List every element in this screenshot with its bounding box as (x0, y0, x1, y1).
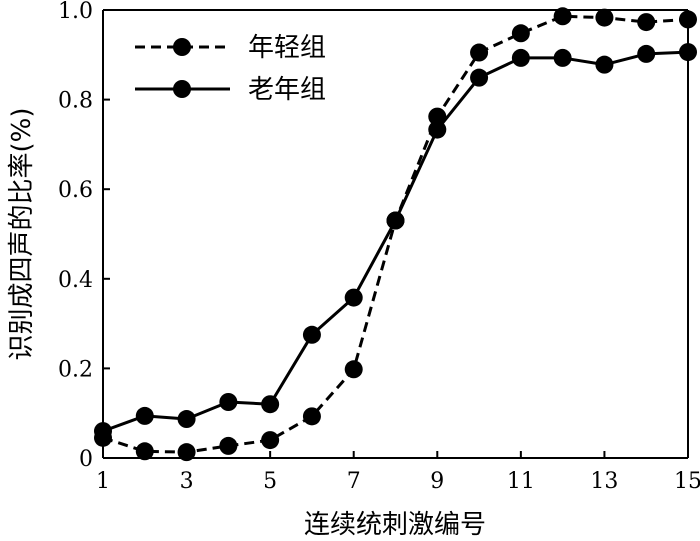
data-point-young (135, 442, 154, 461)
x-tick-label: 7 (347, 469, 361, 494)
x-tick-label: 9 (430, 469, 444, 494)
data-point-young (177, 443, 196, 462)
y-axis-title: 识别成四声的比率(%) (7, 108, 37, 361)
y-tick-label: 0.8 (58, 89, 93, 114)
legend-label-old: 老年组 (248, 75, 326, 105)
y-tick-label: 1.0 (58, 0, 93, 24)
legend-label-young: 年轻组 (248, 33, 326, 63)
x-tick-label: 13 (590, 469, 618, 494)
y-axis-ticks: 0 0.2 0.4 0.6 0.8 1.0 (58, 0, 110, 472)
series-line-old (102, 50, 689, 433)
data-point-young (595, 8, 614, 27)
x-axis-ticks: 1 3 5 7 9 11 13 15 (96, 451, 700, 494)
series-line-young (102, 14, 689, 454)
data-point-old (261, 395, 280, 414)
data-point-old (177, 410, 196, 429)
data-point-old (470, 68, 489, 87)
data-point-old (595, 55, 614, 74)
x-tick-label: 11 (507, 469, 535, 494)
x-tick-label: 15 (674, 469, 700, 494)
data-point-old (637, 44, 656, 63)
data-point-old (94, 422, 112, 441)
data-point-young (302, 407, 321, 426)
data-point-young (470, 43, 489, 62)
data-point-old (302, 325, 321, 344)
x-tick-label: 1 (96, 469, 110, 494)
plot-frame (102, 9, 689, 459)
data-point-old (386, 211, 405, 230)
data-point-old (428, 120, 447, 139)
data-point-young (553, 7, 572, 26)
data-point-old (679, 43, 697, 62)
legend-marker-old (173, 80, 191, 98)
data-point-young (261, 431, 280, 450)
legend-marker-young (173, 38, 191, 56)
y-tick-label: 0.6 (58, 178, 93, 203)
x-tick-label: 3 (180, 469, 194, 494)
y-tick-label: 0.4 (58, 268, 93, 293)
data-point-young (679, 10, 697, 29)
x-tick-label: 5 (263, 469, 277, 494)
data-point-old (553, 48, 572, 67)
data-point-young (344, 360, 363, 379)
data-point-young (637, 13, 656, 32)
y-tick-label: 0.2 (58, 357, 93, 382)
data-point-young (219, 436, 238, 455)
data-point-old (135, 406, 154, 425)
data-point-young (511, 24, 530, 43)
legend: 年轻组 老年组 (135, 33, 326, 105)
data-point-old (344, 288, 363, 307)
data-point-old (219, 393, 238, 411)
series-layer (94, 7, 697, 462)
data-point-old (511, 48, 530, 67)
x-axis-title: 连续统刺激编号 (304, 510, 486, 540)
data-point-young (428, 107, 447, 126)
y-tick-label: 0 (79, 447, 93, 472)
